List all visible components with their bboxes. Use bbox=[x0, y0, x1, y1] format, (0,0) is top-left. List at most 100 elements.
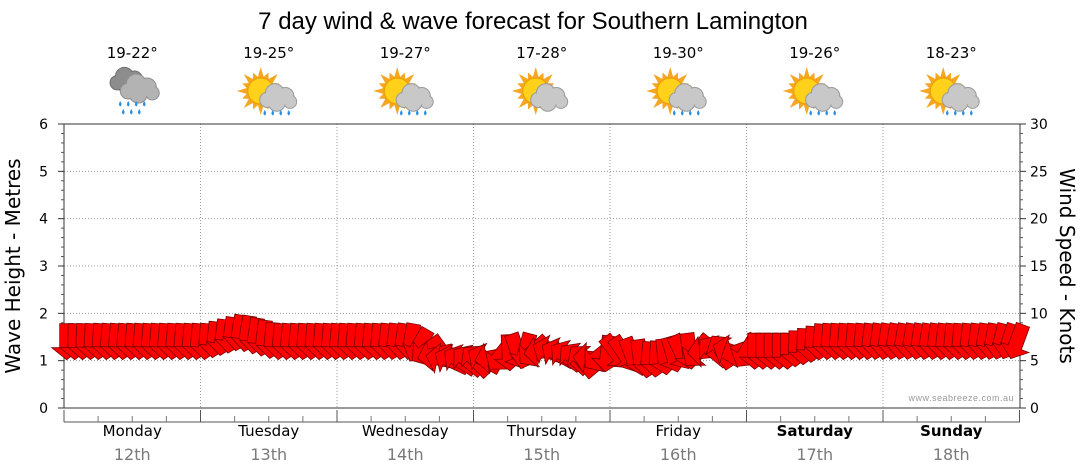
cloud-fill bbox=[269, 95, 285, 111]
temperature-range-label: 19-26° bbox=[789, 44, 840, 62]
sun-ray bbox=[257, 104, 264, 115]
day-date-label: 13th bbox=[250, 445, 287, 464]
rain-drops bbox=[672, 110, 700, 116]
sun-ray bbox=[646, 87, 658, 95]
right-tick-label: 20 bbox=[1030, 212, 1048, 228]
left-axis-title: Wave Height - Metres bbox=[1, 158, 25, 373]
day-date-label: 12th bbox=[114, 445, 151, 464]
rain-drop bbox=[263, 110, 267, 116]
rain-drop bbox=[129, 109, 133, 115]
cloud-fill bbox=[951, 95, 967, 111]
day-name-label: Saturday bbox=[777, 422, 854, 440]
sun-ray bbox=[511, 87, 523, 95]
day-date-label: 18th bbox=[933, 445, 970, 464]
rain-drop bbox=[137, 109, 141, 115]
rain-drop bbox=[415, 110, 419, 116]
cloud-fill bbox=[830, 96, 842, 108]
wind-arrows-series bbox=[50, 313, 1031, 380]
cloud-fill bbox=[678, 95, 694, 111]
rain-drops bbox=[263, 110, 291, 116]
sun-cloud-rain-icon bbox=[782, 67, 844, 116]
sun-ray bbox=[667, 104, 674, 115]
temperature-range-label: 17-28° bbox=[516, 44, 567, 62]
day-date-label: 17th bbox=[796, 445, 833, 464]
left-axis-ticks: 0 1 2 3 4 5 6 bbox=[39, 117, 64, 417]
sun-ray bbox=[394, 67, 401, 78]
temperature-range-label: 19-25° bbox=[243, 44, 294, 62]
sun-ray bbox=[373, 87, 385, 95]
rain-cloud-icon bbox=[109, 66, 160, 115]
rain-drop bbox=[817, 110, 821, 116]
day-date-label: 16th bbox=[660, 445, 697, 464]
right-tick-label: 10 bbox=[1030, 306, 1048, 322]
sun-ray bbox=[236, 87, 248, 95]
right-tick-label: 30 bbox=[1030, 117, 1048, 133]
rain-drop bbox=[423, 110, 427, 116]
rain-drop bbox=[945, 110, 949, 116]
cloud-shape bbox=[395, 83, 434, 112]
cloud-fill bbox=[555, 96, 567, 108]
rain-drop bbox=[271, 110, 275, 116]
cloud-fill bbox=[130, 86, 147, 102]
rain-drops bbox=[118, 101, 146, 115]
cloud-shape bbox=[119, 73, 160, 104]
sun-ray bbox=[782, 87, 794, 95]
left-tick-label: 0 bbox=[39, 401, 48, 417]
right-axis-ticks: 0 5 10 15 20 25 30 bbox=[1020, 117, 1048, 417]
day-name-label: Friday bbox=[656, 422, 702, 440]
cloud-fill bbox=[405, 95, 421, 111]
rain-drop bbox=[809, 110, 813, 116]
temperature-range-label: 19-27° bbox=[380, 44, 431, 62]
sun-ray bbox=[803, 104, 810, 115]
rain-drop bbox=[126, 101, 130, 107]
rain-drop bbox=[825, 110, 829, 116]
temperature-range-label: 19-22° bbox=[107, 44, 158, 62]
day-date-label: 15th bbox=[523, 445, 560, 464]
rain-drop bbox=[142, 101, 146, 107]
sun-ray bbox=[803, 67, 810, 78]
rain-drop bbox=[953, 110, 957, 116]
left-tick-label: 3 bbox=[39, 259, 48, 275]
sun-cloud-rain-icon bbox=[236, 67, 298, 116]
day-name-label: Wednesday bbox=[362, 422, 449, 440]
cloud-shape bbox=[941, 83, 980, 112]
cloud-shape bbox=[530, 83, 569, 112]
rain-drop bbox=[696, 110, 700, 116]
cloud-fill bbox=[815, 95, 831, 111]
sun-ray bbox=[940, 67, 947, 78]
sun-ray bbox=[667, 67, 674, 78]
wind-arrow bbox=[999, 321, 1031, 360]
sun-cloud-rain-icon bbox=[646, 67, 707, 116]
day-axis: Monday 12th Tuesday 13th Wednesday 14th Thursd… bbox=[63, 410, 1020, 464]
day-name-label: Thursday bbox=[506, 422, 577, 440]
cloud-shape bbox=[668, 83, 707, 112]
left-tick-label: 1 bbox=[39, 354, 48, 370]
cloud-shape bbox=[259, 83, 298, 112]
left-tick-label: 4 bbox=[39, 212, 48, 228]
rain-drop bbox=[407, 110, 411, 116]
rain-drops bbox=[399, 110, 427, 116]
left-tick-label: 6 bbox=[39, 117, 48, 133]
sun-cloud-icon bbox=[511, 67, 569, 115]
rain-drop bbox=[672, 110, 676, 116]
sun-ray bbox=[394, 104, 401, 115]
cloud-fill bbox=[420, 96, 433, 108]
rain-drop bbox=[118, 101, 122, 107]
chart-title: 7 day wind & wave forecast for Southern … bbox=[258, 8, 808, 35]
rain-drop bbox=[121, 109, 125, 115]
rain-drops bbox=[809, 110, 837, 116]
right-axis-title: Wind Speed - Knots bbox=[1055, 168, 1079, 364]
cloud-shape bbox=[805, 83, 844, 112]
rain-drop bbox=[833, 110, 837, 116]
sun-cloud-rain-icon bbox=[373, 67, 434, 116]
right-tick-label: 5 bbox=[1030, 354, 1039, 370]
daily-weather-icons bbox=[109, 66, 980, 116]
rain-drop bbox=[287, 110, 291, 116]
right-tick-label: 0 bbox=[1030, 401, 1039, 417]
cloud-fill bbox=[693, 96, 706, 108]
temperature-range-label: 19-30° bbox=[653, 44, 704, 62]
daily-temperatures: 19-22° 19-25° 19-27° 17-28° 19-30° 19-26° 18-2… bbox=[107, 44, 977, 62]
right-tick-label: 15 bbox=[1030, 259, 1048, 275]
day-name-label: Tuesday bbox=[237, 422, 299, 440]
